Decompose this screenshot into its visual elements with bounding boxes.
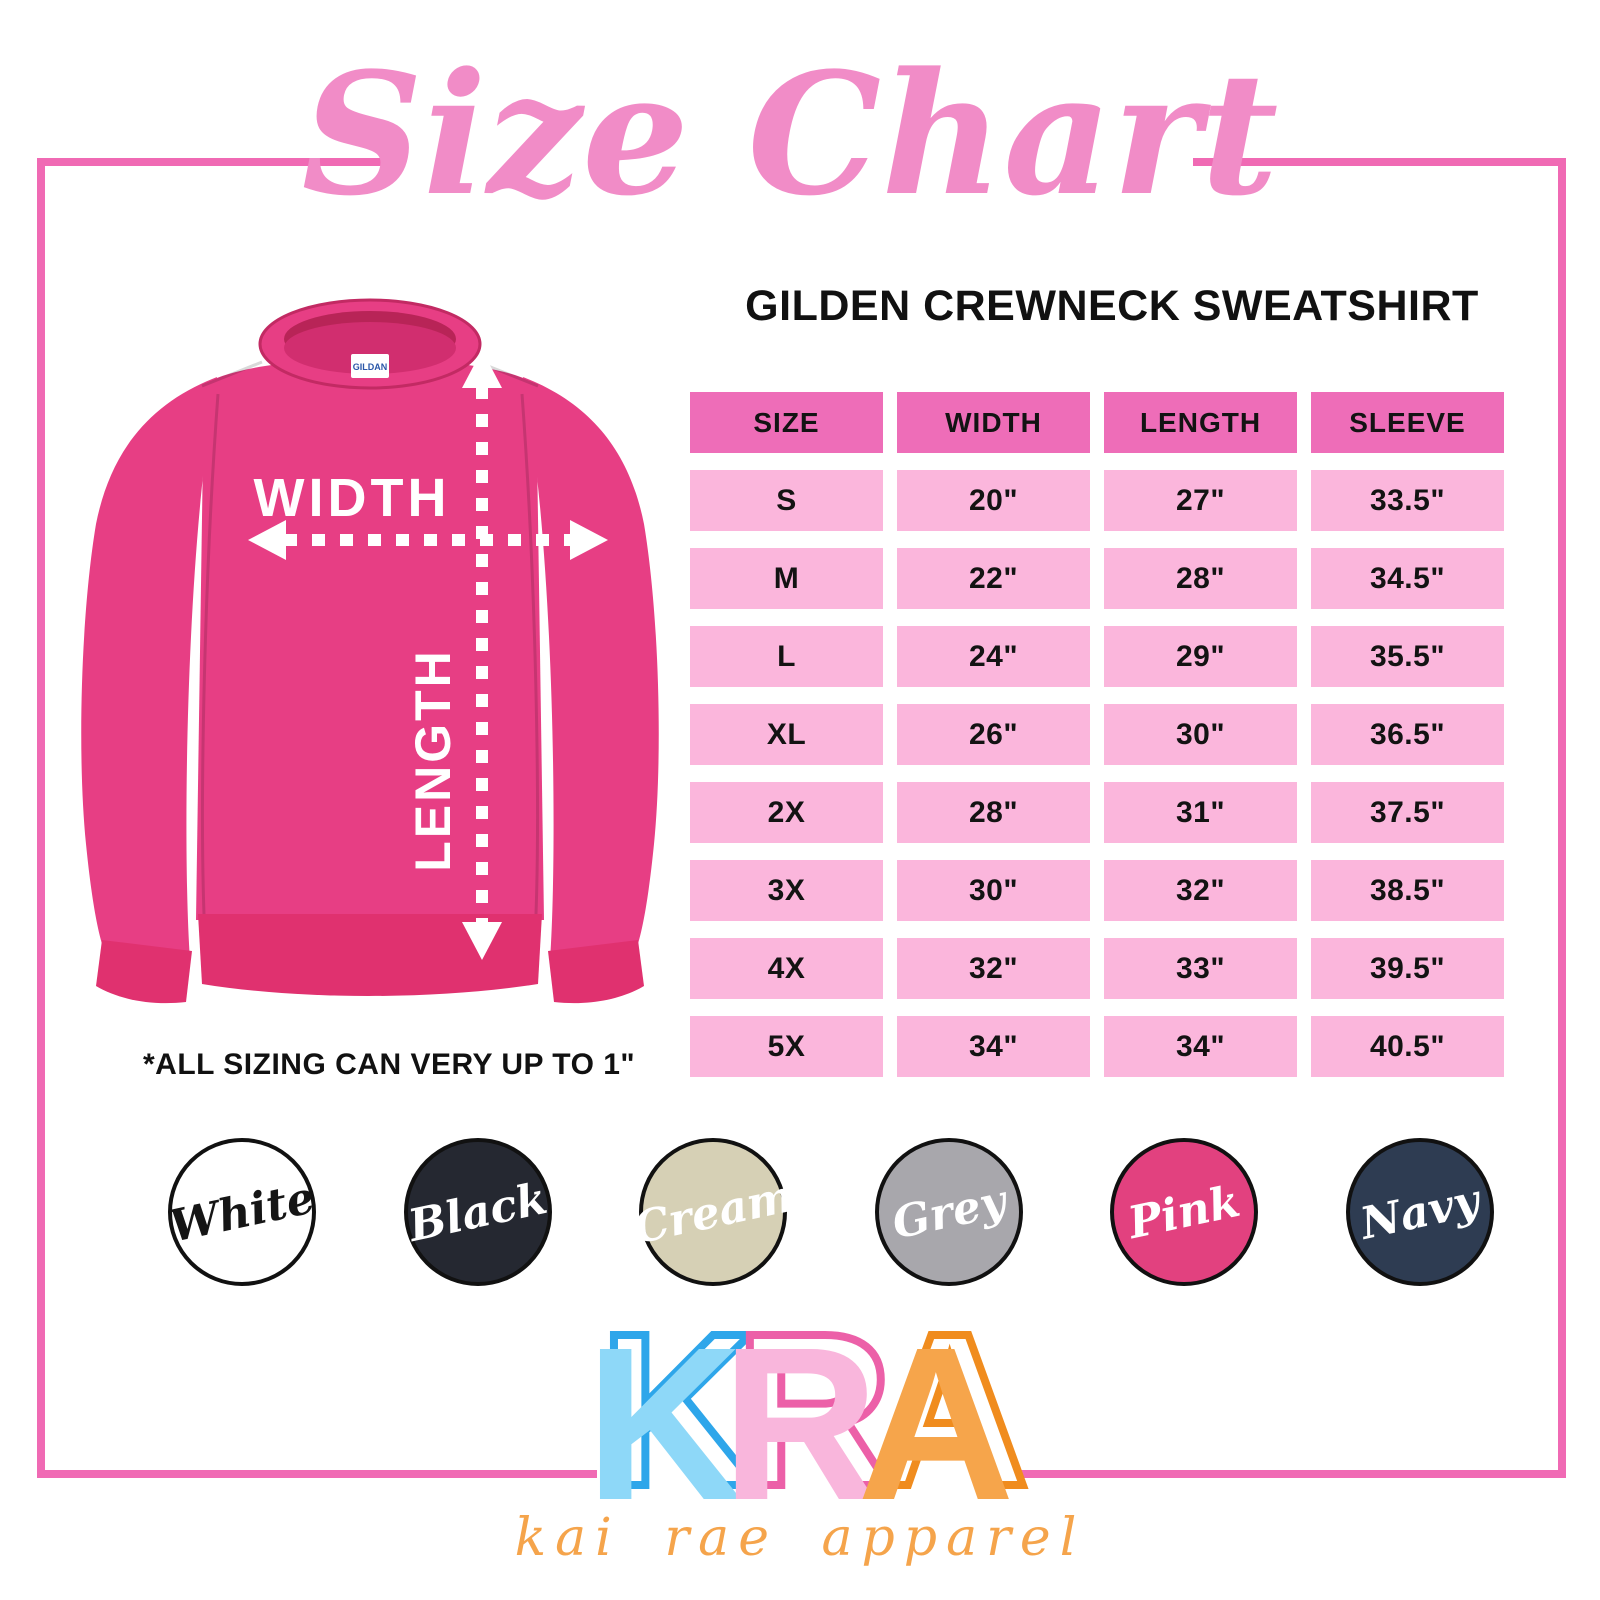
table-cell-sleeve: 33.5" bbox=[1311, 470, 1504, 531]
color-swatch-grey: Grey bbox=[874, 1138, 1023, 1286]
length-arrow-label: LENGTH bbox=[405, 648, 461, 872]
table-cell-size: M bbox=[690, 548, 883, 609]
color-swatch-cream: Cream bbox=[629, 1138, 797, 1286]
length-arrow bbox=[462, 350, 502, 960]
frame-bottom-right-segment bbox=[1012, 1470, 1566, 1478]
table-header-width: WIDTH bbox=[897, 392, 1090, 453]
size-table: SIZE WIDTH LENGTH SLEEVE S 20" 27" 33.5"… bbox=[690, 392, 1504, 1077]
color-swatch-pink: Pink bbox=[1110, 1138, 1259, 1286]
swatch-label: Navy bbox=[1356, 1174, 1484, 1250]
frame-top-right-segment bbox=[1193, 158, 1566, 166]
frame-top-left-segment bbox=[37, 158, 387, 166]
table-cell-width: 22" bbox=[897, 548, 1090, 609]
table-cell-length: 32" bbox=[1104, 860, 1297, 921]
color-swatch-white: White bbox=[165, 1138, 319, 1286]
table-cell-width: 20" bbox=[897, 470, 1090, 531]
width-arrow-label: WIDTH bbox=[254, 468, 451, 528]
sweatshirt-illustration: GILDAN WIDTH LENGTH bbox=[81, 298, 659, 1004]
table-cell-length: 29" bbox=[1104, 626, 1297, 687]
table-cell-size: XL bbox=[690, 704, 883, 765]
swatch-label: Grey bbox=[887, 1175, 1010, 1249]
table-cell-width: 32" bbox=[897, 938, 1090, 999]
table-cell-length: 34" bbox=[1104, 1016, 1297, 1077]
table-cell-sleeve: 36.5" bbox=[1311, 704, 1504, 765]
collar-brand-tag: GILDAN bbox=[351, 354, 389, 378]
table-cell-width: 24" bbox=[897, 626, 1090, 687]
product-subtitle: GILDEN CREWNECK SWEATSHIRT bbox=[745, 282, 1479, 330]
table-cell-width: 28" bbox=[897, 782, 1090, 843]
sizing-note: *ALL SIZING CAN VERY UP TO 1" bbox=[143, 1048, 636, 1081]
swatch-label: Pink bbox=[1124, 1175, 1245, 1249]
table-cell-size: 5X bbox=[690, 1016, 883, 1077]
frame-left-border bbox=[37, 158, 45, 1478]
table-cell-sleeve: 37.5" bbox=[1311, 782, 1504, 843]
color-swatch-black: Black bbox=[403, 1138, 552, 1286]
frame-right-border bbox=[1558, 158, 1566, 1478]
table-cell-length: 28" bbox=[1104, 548, 1297, 609]
table-cell-sleeve: 35.5" bbox=[1311, 626, 1504, 687]
table-cell-sleeve: 40.5" bbox=[1311, 1016, 1504, 1077]
table-cell-sleeve: 38.5" bbox=[1311, 860, 1504, 921]
table-cell-width: 30" bbox=[897, 860, 1090, 921]
table-cell-size: 4X bbox=[690, 938, 883, 999]
table-cell-size: 2X bbox=[690, 782, 883, 843]
table-cell-length: 33" bbox=[1104, 938, 1297, 999]
swatch-label: Black bbox=[403, 1172, 552, 1252]
table-cell-sleeve: 34.5" bbox=[1311, 548, 1504, 609]
width-arrow bbox=[248, 520, 608, 560]
table-header-length: LENGTH bbox=[1104, 392, 1297, 453]
brand-tagline: kai rae apparel bbox=[514, 1508, 1086, 1568]
table-cell-width: 26" bbox=[897, 704, 1090, 765]
table-cell-length: 30" bbox=[1104, 704, 1297, 765]
sweatshirt-diagram: GILDAN WIDTH LENGTH bbox=[52, 282, 688, 1018]
table-header-sleeve: SLEEVE bbox=[1311, 392, 1504, 453]
table-cell-size: L bbox=[690, 626, 883, 687]
table-cell-size: 3X bbox=[690, 860, 883, 921]
color-swatch-navy: Navy bbox=[1345, 1138, 1494, 1286]
svg-text:GILDAN: GILDAN bbox=[353, 362, 388, 372]
frame-bottom-left-segment bbox=[37, 1470, 597, 1478]
table-cell-size: S bbox=[690, 470, 883, 531]
table-cell-length: 27" bbox=[1104, 470, 1297, 531]
swatch-label: White bbox=[165, 1171, 319, 1253]
page-title: Size Chart bbox=[301, 35, 1279, 233]
color-swatch-row: White Black Cream Grey Pink Navy bbox=[165, 1136, 1494, 1288]
table-cell-width: 34" bbox=[897, 1016, 1090, 1077]
table-cell-sleeve: 39.5" bbox=[1311, 938, 1504, 999]
swatch-label: Cream bbox=[629, 1170, 798, 1254]
table-cell-length: 31" bbox=[1104, 782, 1297, 843]
table-header-size: SIZE bbox=[690, 392, 883, 453]
